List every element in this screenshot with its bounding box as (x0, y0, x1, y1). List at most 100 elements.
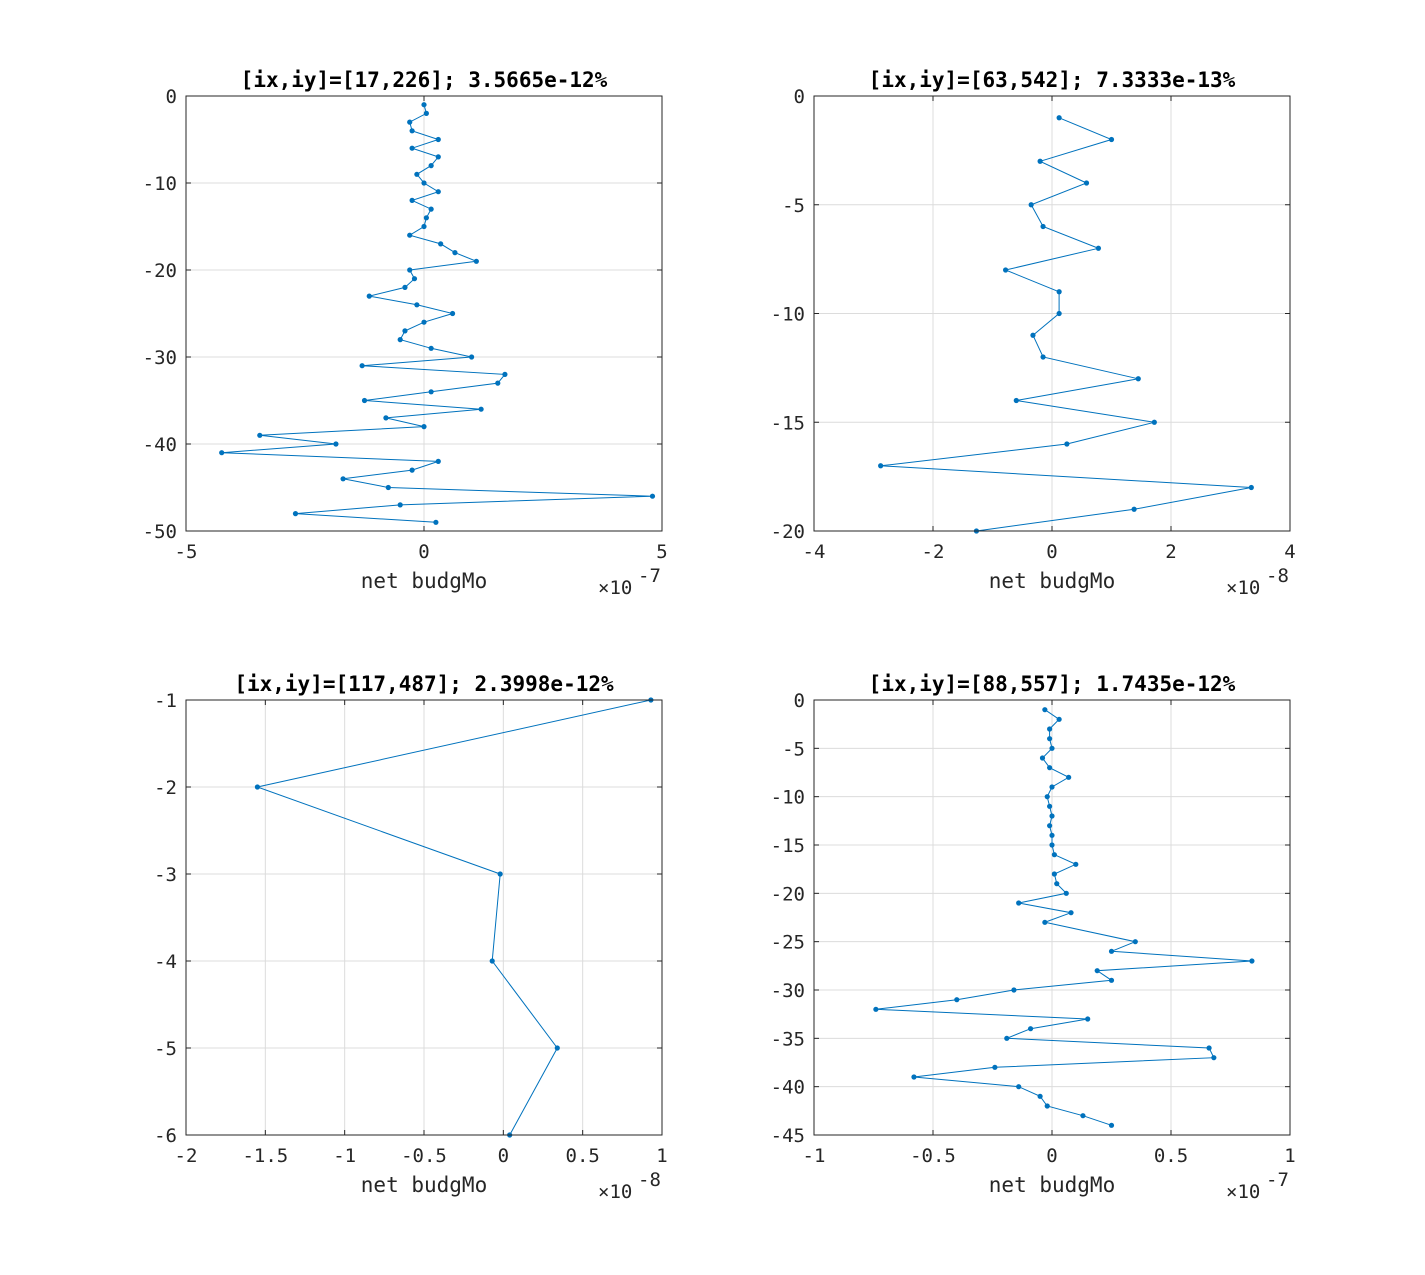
data-point (1085, 1016, 1091, 1022)
y-tick-label: -15 (771, 835, 805, 857)
data-point (1044, 794, 1050, 800)
data-point (414, 302, 420, 308)
x-tick-label: -0.5 (401, 1145, 447, 1167)
x-tick-label: 1 (1284, 1145, 1295, 1167)
data-point (649, 493, 656, 499)
data-point (1066, 774, 1072, 780)
data-point (414, 171, 420, 177)
y-tick-label: -2 (154, 777, 177, 799)
data-point (1056, 716, 1062, 722)
data-point (1056, 310, 1062, 317)
y-tick-label: -5 (154, 1038, 177, 1060)
subplot-2-ticks: -4 -2 0 2 40-5-10-15-20 (771, 86, 1296, 563)
subplot-4-exponent-label: ×10 -7 (1226, 1169, 1289, 1203)
data-point (409, 145, 415, 151)
data-point (1095, 245, 1102, 251)
data-point (428, 389, 434, 395)
x-tick-label: -4 (803, 541, 826, 563)
data-point (254, 784, 260, 790)
data-point (1047, 726, 1053, 732)
data-point (1248, 484, 1254, 491)
subplot-1-ticks: -5 0 50-10-20-30-40-50 (143, 86, 668, 563)
data-point (1037, 158, 1043, 164)
y-tick-label: -30 (771, 980, 805, 1002)
data-point (435, 154, 441, 160)
data-point (1063, 890, 1069, 896)
data-point (292, 510, 299, 517)
y-tick-label: -35 (771, 1028, 805, 1050)
subplot-3-exponent-label: ×10 -8 (598, 1169, 661, 1203)
data-point (1206, 1045, 1212, 1051)
x-tick-label: 5 (656, 541, 667, 563)
data-point (1027, 1026, 1034, 1032)
y-tick-label: -25 (771, 932, 805, 954)
subplot-2-exponent-label: ×10 -8 (1226, 565, 1289, 599)
subplot-4-data (873, 707, 1255, 1128)
data-point (1131, 506, 1137, 512)
subplot-3: -2 -1.5 -1 -0.5 0 0.5 1 -1 -2 -3 -4 -5 -6 [ix,iy]=[1… (154, 672, 668, 1203)
x-tick-label: 0 (418, 541, 429, 563)
data-point (1108, 1122, 1115, 1128)
subplot-4-title: [ix,iy]=[88,557]; 1.7435e-12% (869, 672, 1236, 696)
data-point (340, 476, 346, 482)
subplot-3-data (254, 697, 654, 1138)
data-point (435, 189, 441, 195)
y-tick-label: -1 (154, 690, 177, 712)
data-point (433, 519, 439, 525)
data-point (383, 415, 389, 421)
y-tick-label: -45 (771, 1125, 805, 1147)
data-point (911, 1074, 917, 1080)
data-point (1049, 784, 1055, 790)
data-point (489, 958, 495, 964)
data-point (397, 502, 403, 508)
y-tick-label: -10 (771, 304, 805, 326)
y-tick-label: 0 (794, 86, 805, 108)
data-point (873, 1006, 879, 1012)
x-tick-label: 0 (498, 1145, 509, 1167)
data-point (421, 223, 427, 230)
data-point (219, 450, 225, 456)
data-point (878, 463, 884, 469)
subplot-4: -1 -0.5 0 0.5 1 0 -5 -10 -15 -20 -25 -30 -35 -40 -45 [… (771, 672, 1296, 1203)
data-point (409, 128, 415, 134)
data-point (411, 276, 418, 282)
y-tick-label: -30 (143, 347, 177, 369)
subplot-2-data (878, 115, 1254, 534)
x-tick-label: -5 (175, 541, 198, 563)
data-point (954, 997, 960, 1003)
data-point (1051, 871, 1057, 877)
data-point (421, 319, 427, 325)
y-tick-label: -20 (771, 521, 805, 543)
y-tick-label: -4 (154, 951, 177, 973)
subplot-1: -5 0 50-10-20-30-40-50 [ix,iy]=[17,226]; 3… (143, 68, 668, 599)
data-point (428, 163, 434, 169)
data-point (409, 467, 415, 473)
y-tick-label: -20 (771, 883, 805, 905)
data-point (1042, 919, 1048, 925)
x-tick-label: 4 (1284, 541, 1295, 563)
data-point (438, 241, 444, 247)
data-point (397, 337, 403, 343)
data-point (428, 206, 434, 212)
data-point (1047, 765, 1053, 771)
subplot-3-exponent-power: -8 (638, 1169, 661, 1191)
x-tick-label: -1 (333, 1145, 356, 1167)
data-point (478, 406, 484, 412)
data-point (1049, 813, 1055, 819)
data-point (1028, 202, 1034, 208)
y-tick-label: -6 (154, 1125, 177, 1147)
x-tick-label: -2 (175, 1145, 198, 1167)
subplot-3-ticks: -2 -1.5 -1 -0.5 0 0.5 1 -1 -2 -3 -4 -5 -6 (154, 690, 668, 1167)
data-point (407, 267, 413, 273)
x-tick-label: 0 (1046, 1145, 1057, 1167)
subplot-4-xlabel: net budgMo (989, 1173, 1115, 1197)
data-point (1051, 852, 1057, 858)
data-point (497, 871, 503, 877)
data-point (1011, 987, 1017, 993)
data-point (1016, 900, 1022, 906)
x-tick-label: -2 (922, 541, 945, 563)
data-point (407, 119, 413, 125)
data-point (435, 136, 441, 143)
data-point (1044, 1103, 1050, 1109)
